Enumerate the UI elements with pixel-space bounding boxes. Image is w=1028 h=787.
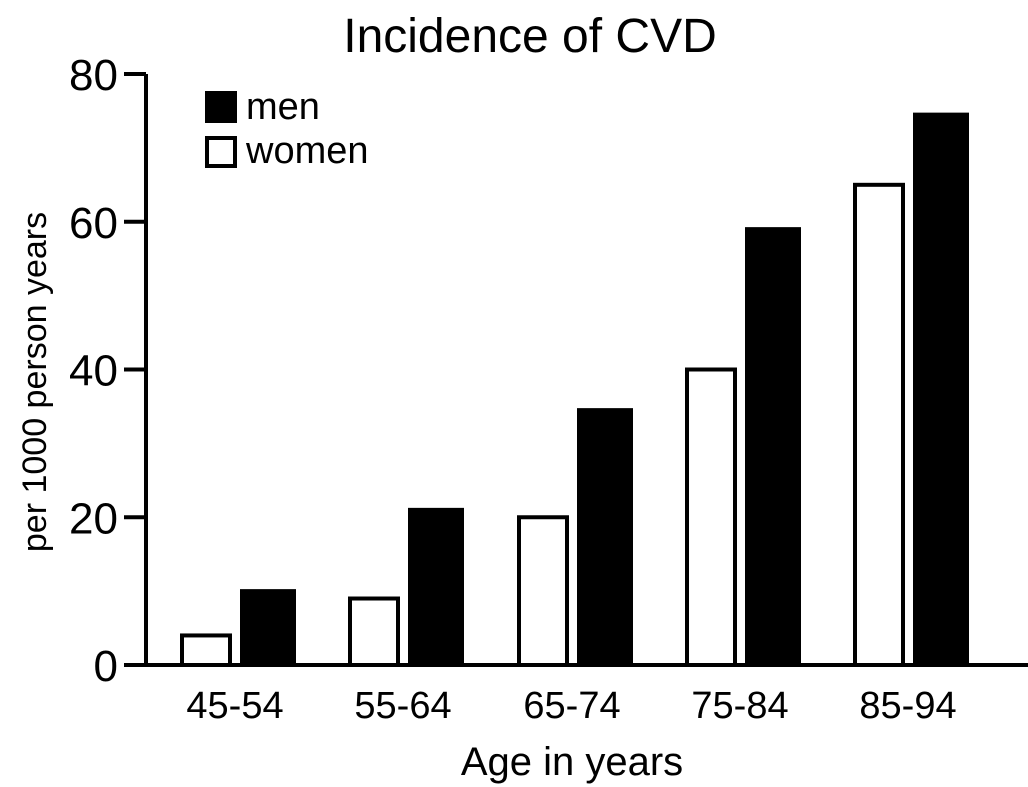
- y-tick-label: 80: [69, 51, 118, 100]
- bar-men-45-54: [240, 589, 296, 667]
- legend-label-women: women: [245, 130, 369, 172]
- bars: [180, 112, 969, 668]
- legend-label-men: men: [246, 86, 320, 128]
- x-category-label: 65-74: [523, 685, 620, 727]
- bar-women-65-74: [517, 515, 569, 667]
- y-tick-label: 20: [69, 494, 118, 543]
- bar-women-55-64: [348, 596, 400, 668]
- legend-swatch-women: [205, 136, 237, 168]
- chart-title: Incidence of CVD: [343, 10, 717, 63]
- bar-women-85-94: [853, 182, 905, 667]
- legend-swatch-men: [205, 91, 237, 123]
- x-category-label: 85-94: [859, 685, 956, 727]
- bar-men-85-94: [913, 112, 969, 668]
- y-axis-label: per 1000 person years: [16, 212, 54, 552]
- bar-women-45-54: [180, 633, 232, 668]
- x-category-label: 45-54: [186, 685, 283, 727]
- category-labels: 45-54 55-64 65-74 75-84 85-94: [186, 685, 956, 727]
- x-category-label: 75-84: [691, 685, 788, 727]
- y-ticks: 0 20 40 60 80: [69, 51, 146, 691]
- bar-women-75-84: [685, 367, 737, 667]
- bar-men-65-74: [577, 408, 633, 667]
- x-axis-label: Age in years: [461, 740, 683, 784]
- bar-men-55-64: [408, 507, 464, 667]
- bar-men-75-84: [745, 227, 801, 667]
- y-tick-label: 40: [69, 347, 118, 396]
- y-tick-label: 60: [69, 199, 118, 248]
- x-category-label: 55-64: [354, 685, 451, 727]
- y-tick-label: 0: [94, 642, 118, 691]
